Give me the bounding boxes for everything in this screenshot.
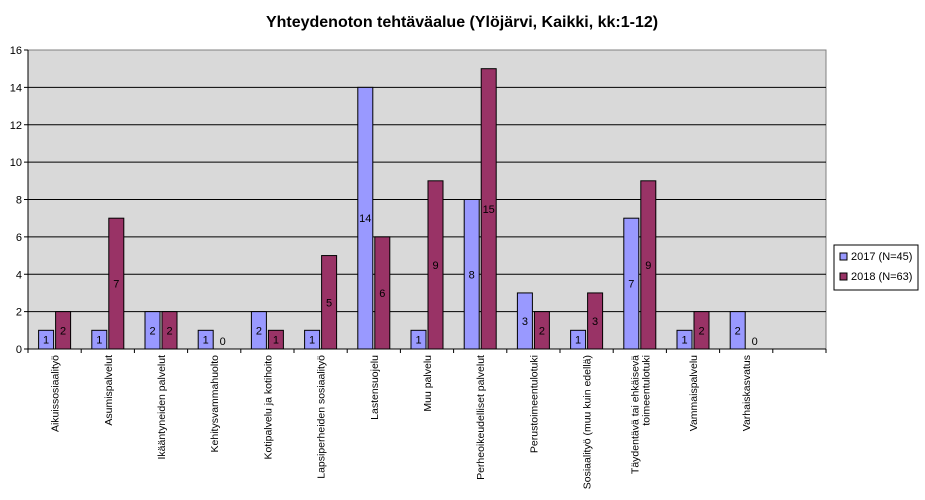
y-axis: 0 2 4 6 8 10 12 14 16: [10, 45, 29, 356]
y-tick-label: 10: [10, 157, 22, 169]
category-label: Kotipalvelu ja kotihoito: [262, 355, 274, 460]
y-tick-label: 16: [10, 45, 22, 57]
category-label: Perheoikeudelliset palvelut: [475, 355, 487, 480]
legend: 2017 (N=45) 2018 (N=63): [833, 244, 919, 291]
data-label: 2: [60, 325, 66, 337]
legend-label: 2017 (N=45): [851, 251, 912, 263]
data-label: 1: [96, 335, 102, 347]
data-label: 2: [698, 325, 704, 337]
data-label: 7: [628, 279, 634, 291]
data-label: 1: [575, 335, 581, 347]
data-label: 2: [149, 325, 155, 337]
y-tick-label: 8: [16, 195, 22, 207]
y-tick-label: 4: [16, 269, 22, 281]
data-label: 3: [522, 316, 528, 328]
category-label: Kehitysvammahuolto: [209, 355, 221, 453]
data-label: 0: [752, 336, 758, 348]
data-label: 9: [645, 260, 651, 272]
data-label: 1: [415, 335, 421, 347]
data-label: 14: [359, 213, 371, 225]
chart-title: Yhteydenoton tehtäväalue (Ylöjärvi, Kaik…: [266, 14, 658, 31]
data-label: 6: [379, 288, 385, 300]
data-label: 8: [469, 269, 475, 281]
legend-swatch: [839, 252, 848, 261]
data-label: 1: [203, 335, 209, 347]
category-label: Sosiaalityö (muu kuin edellä): [582, 355, 594, 489]
y-tick-label: 14: [10, 82, 22, 94]
data-label: 7: [113, 279, 119, 291]
legend-box: [833, 244, 919, 291]
x-axis: Aikuissosiaalityö Asumispalvelut Ikääntyne…: [27, 348, 827, 489]
legend-swatch: [839, 272, 848, 281]
data-label: 9: [432, 260, 438, 272]
category-label: Ikääntyneiden palvelut: [156, 355, 168, 460]
category-label: Lapsiperheiden sosiaalityö: [316, 355, 328, 479]
data-label: 1: [43, 335, 49, 347]
data-label: 2: [166, 325, 172, 337]
category-label: Varhaiskasvatus: [741, 355, 753, 431]
data-label: 1: [681, 335, 687, 347]
y-tick-label: 6: [16, 232, 22, 244]
category-label: Perustoimeentulotuki: [528, 355, 540, 453]
category-label: toimeentulotuki: [640, 355, 652, 426]
category-label: Lastensuojelu: [369, 355, 381, 420]
gridlines: [28, 86, 826, 313]
category-label: Asumispalvelut: [103, 355, 115, 426]
category-label: Täydentävä tai ehkäisevä: [629, 355, 641, 474]
data-label: 1: [309, 335, 315, 347]
data-label: 2: [256, 325, 262, 337]
y-tick-label: 2: [16, 307, 22, 319]
data-label: 1: [273, 335, 279, 347]
category-label: Aikuissosiaalityö: [50, 355, 62, 432]
data-label: 0: [220, 336, 226, 348]
data-label: 3: [592, 316, 598, 328]
data-label: 5: [326, 297, 332, 309]
data-label: 2: [539, 325, 545, 337]
bars: [38, 68, 746, 350]
y-tick-label: 0: [16, 344, 22, 356]
legend-label: 2018 (N=63): [851, 271, 912, 283]
category-label: Vammaispalvelu: [688, 355, 700, 431]
category-label: Muu palvelu: [422, 355, 434, 412]
data-label: 15: [483, 204, 495, 216]
data-label: 2: [735, 325, 741, 337]
y-tick-label: 12: [10, 120, 22, 132]
